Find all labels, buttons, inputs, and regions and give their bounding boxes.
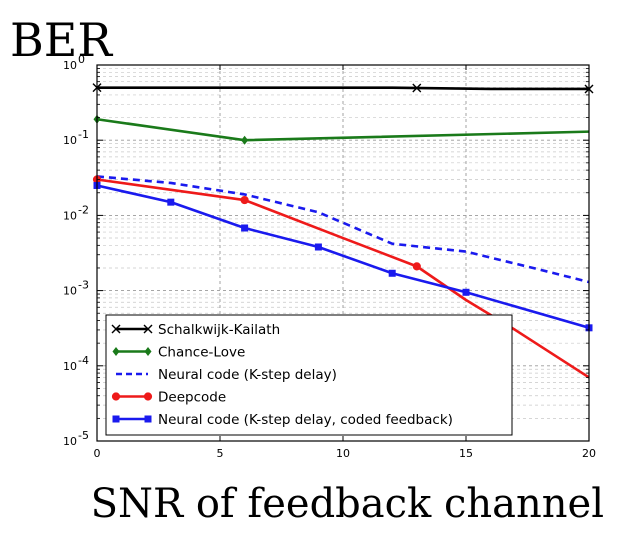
series-layer <box>92 83 594 379</box>
legend-label: Deepcode <box>158 390 226 406</box>
legend-swatch-marker <box>112 415 120 423</box>
series-marker-3 <box>240 195 249 205</box>
y-tick-label-exponent: 0 <box>78 53 85 66</box>
series-marker-4 <box>241 224 249 232</box>
y-tick-label: 10 <box>63 209 77 222</box>
legend-box <box>105 314 513 436</box>
series-marker-3 <box>412 262 421 271</box>
legend-swatch-marker <box>144 415 152 423</box>
legend-swatch-marker <box>143 324 153 334</box>
legend-swatch-marker <box>111 392 121 401</box>
y-tick-label: 10 <box>63 285 77 298</box>
legend-label: Neural code (K-step delay) <box>158 367 337 383</box>
y-tick-label-exponent: -1 <box>78 128 89 141</box>
y-tick-label: 10 <box>63 134 77 147</box>
legend-label: Chance-Love <box>158 345 245 361</box>
x-tick-label: 20 <box>582 447 596 460</box>
x-tick-label: 15 <box>459 447 473 460</box>
series-marker-4 <box>462 288 470 296</box>
y-tick-label-exponent: -5 <box>78 429 89 442</box>
series-marker-1 <box>241 135 249 145</box>
legend: Schalkwijk-Kailath Chance-Love Neural code… <box>105 314 513 436</box>
series-line-0 <box>97 86 589 91</box>
legend-swatch-marker-b <box>111 324 121 334</box>
y-tick-label: 10 <box>63 435 77 448</box>
legend-swatch-marker <box>111 324 121 334</box>
series-marker-0 <box>412 83 422 93</box>
y-tick-label: 10 <box>63 360 77 373</box>
legend-label: Schalkwijk-Kailath <box>158 322 280 338</box>
legend-label: Neural code (K-step delay, coded feedbac… <box>158 412 453 428</box>
x-tick-label: 10 <box>336 447 350 460</box>
chart-title: BER <box>10 13 113 67</box>
legend-swatch-marker <box>112 347 120 356</box>
x-tick-label: 0 <box>94 447 101 460</box>
y-tick-label-exponent: -2 <box>78 203 89 216</box>
legend-swatch-marker <box>144 347 152 356</box>
x-axis-label: SNR of feedback channel <box>91 481 604 527</box>
series-line-2 <box>96 175 590 284</box>
series-marker-0-b <box>412 83 422 93</box>
series-marker-4 <box>314 243 322 251</box>
x-tick-label: 5 <box>217 447 224 460</box>
legend-swatch-marker <box>143 392 153 401</box>
series-line-1 <box>96 117 590 142</box>
series-marker-4 <box>388 269 396 277</box>
series-marker-4 <box>167 198 175 206</box>
y-tick-label-exponent: -3 <box>78 279 89 292</box>
y-tick-label: 10 <box>63 59 77 72</box>
legend-swatch-marker-b <box>143 324 153 334</box>
y-tick-label-exponent: -4 <box>78 354 89 367</box>
